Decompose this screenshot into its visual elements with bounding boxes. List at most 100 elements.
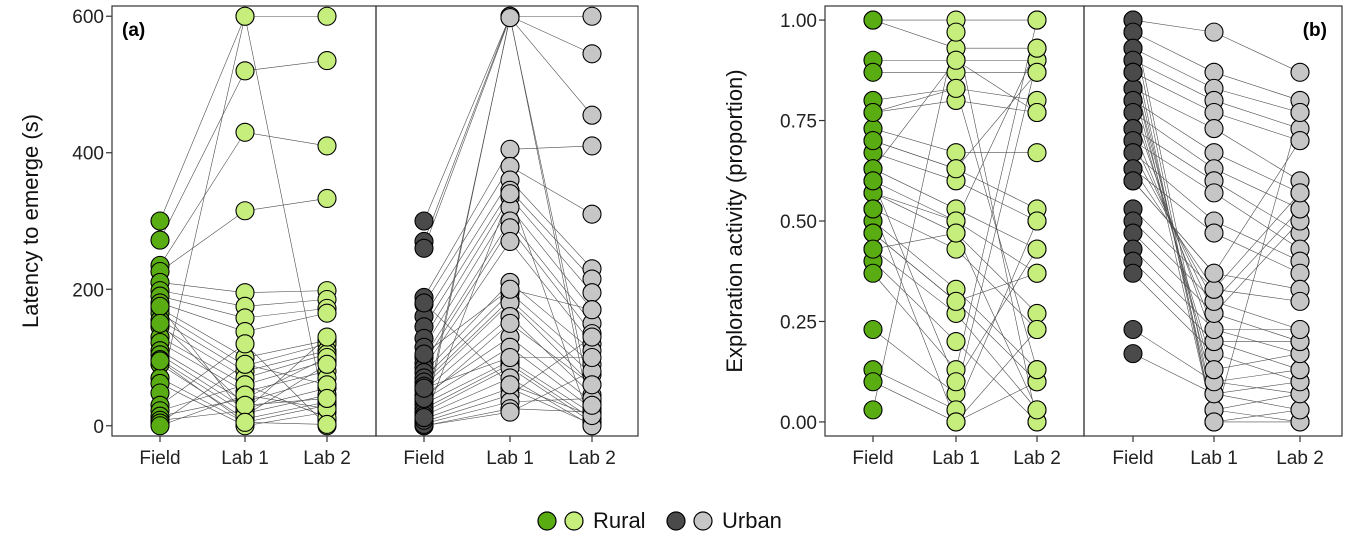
rural-lab1-point [235,334,255,354]
urban-lab1-point [500,375,520,395]
urban-field-point [1123,102,1143,123]
urban-field-point [1123,263,1143,283]
legend-rural-label: Rural [593,508,646,533]
rural-lab2-point [1027,10,1047,30]
urban-field-point [414,238,434,258]
rural-lab1-point [235,395,255,415]
rural-lab2-point [317,6,337,26]
rural-lab1-point [946,291,966,311]
y-tick-label: 200 [72,280,104,301]
rural-field-point [863,199,883,219]
rural-field-point [150,296,170,316]
rural-lab2-point [1027,263,1047,283]
panel-tag: (b) [1303,20,1327,41]
rural-lab2-point [1027,38,1047,58]
panel-b: 0.00 0.25 0.50 0.75 1.00 Exploration activity… [722,5,1343,469]
urban-lab1-point [1204,22,1224,42]
urban-field-point [1123,344,1143,364]
rural-lab2-point [317,51,337,71]
rural-field-point [863,319,883,340]
y-tick-label: 0.75 [780,112,817,133]
x-tick-label: Field [403,448,444,469]
rural-field-point [863,372,883,392]
urban-lab2-point [1290,291,1310,311]
urban-lab2-point [1290,199,1310,219]
urban-lab2-point [1290,131,1310,151]
x-tick-label: Field [852,448,893,469]
rural-lab1-point [946,143,966,163]
rural-field-point [863,239,883,259]
urban-lab2-point [582,105,602,125]
urban-field-point [1123,143,1143,163]
y-tick-label: 0.00 [780,413,817,434]
rural-lab2-point [317,388,337,409]
urban-lab2-point [582,375,602,395]
urban-lab2-point [582,395,602,415]
legend-urban-lab-swatch [693,511,713,531]
urban-field-point [414,211,434,231]
urban-lab1-point [500,313,520,333]
legend: Rural Urban [537,508,782,533]
rural-lab1-point [946,332,966,352]
y-tick-label: 0 [93,417,104,438]
rural-lab2-point [317,354,337,374]
x-tick-label: Lab 1 [1190,448,1238,469]
rural-field-point [150,313,170,333]
urban-field-point [1123,223,1143,243]
urban-field-point [414,378,434,398]
urban-lab2-point [1290,360,1310,380]
x-tick-label: Lab 1 [486,448,534,469]
x-tick-label: Lab 2 [568,448,616,469]
rural-lab1-point [946,412,966,432]
urban-lab2-point [1290,319,1310,340]
urban-lab2-point [582,136,602,156]
rural-lab1-point [235,412,255,432]
legend-urban-field-swatch [666,511,686,531]
rural-field-point [150,351,170,371]
urban-lab1-point [1204,319,1224,340]
urban-lab2-point [582,204,602,224]
rural-lab2-point [317,303,337,323]
rural-lab1-point [946,372,966,392]
rural-lab1-point [946,223,966,243]
panel-tag: (a) [122,20,145,41]
rural-field-point [863,263,883,283]
y-tick-label: 400 [72,144,104,165]
rural-points [150,6,337,436]
x-tick-label: Field [1112,448,1153,469]
rural-lab2-point [1027,143,1047,163]
rural-lab1-point [235,122,255,142]
y-tick-label: 1.00 [780,11,817,32]
rural-field-point [863,400,883,420]
rural-connector-lines [159,15,328,427]
rural-lab2-point [1027,239,1047,259]
rural-field-point [150,416,170,436]
urban-lab1-point [1204,119,1224,139]
x-tick-label: Lab 1 [221,448,269,469]
rural-lab1-point [946,239,966,259]
urban-lab1-point [500,231,520,252]
rural-lab2-point [1027,303,1047,323]
urban-lab1-point [500,279,520,299]
urban-lab1-point [1204,263,1224,283]
urban-field-point [1123,171,1143,191]
rural-lab2-point [1027,360,1047,380]
urban-lab2-point [1290,400,1310,420]
rural-lab1-point [235,201,255,221]
rural-lab1-point [946,50,966,70]
facet-frame-urban [1083,5,1343,437]
urban-lab2-point [582,44,602,64]
x-tick-label: Field [139,448,180,469]
urban-lab2-point [582,327,602,347]
urban-lab1-point [500,184,520,204]
rural-lab1-point [946,78,966,98]
urban-lab2-point [582,300,602,320]
y-tick-label: 0.50 [780,212,817,233]
urban-lab1-point [1204,360,1224,380]
urban-lab2-point [582,283,602,303]
rural-lab2-point [1027,400,1047,420]
rural-lab2-point [1027,211,1047,231]
rural-lab1-point [235,61,255,81]
